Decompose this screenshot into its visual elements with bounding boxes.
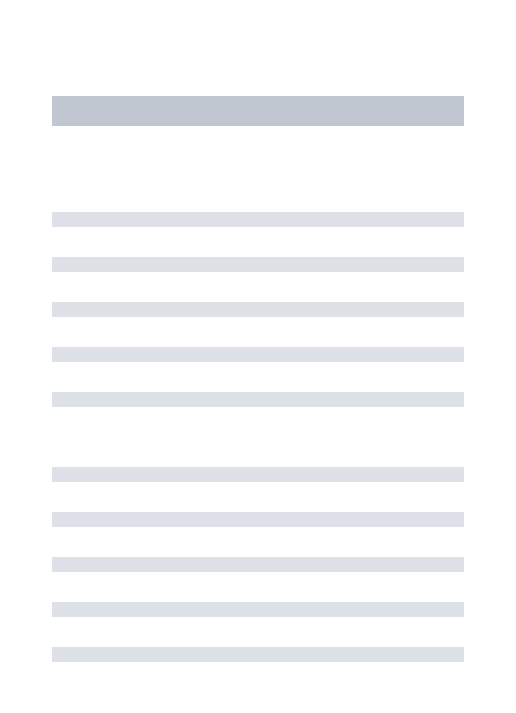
skeleton-group-2 xyxy=(52,467,464,662)
skeleton-line xyxy=(52,512,464,527)
skeleton-line xyxy=(52,212,464,227)
skeleton-line xyxy=(52,302,464,317)
skeleton-line xyxy=(52,347,464,362)
skeleton-header-bar xyxy=(52,96,464,126)
skeleton-line xyxy=(52,602,464,617)
skeleton-line xyxy=(52,392,464,407)
skeleton-group-1 xyxy=(52,212,464,407)
skeleton-line xyxy=(52,647,464,662)
skeleton-line xyxy=(52,257,464,272)
skeleton-line xyxy=(52,557,464,572)
skeleton-line xyxy=(52,467,464,482)
